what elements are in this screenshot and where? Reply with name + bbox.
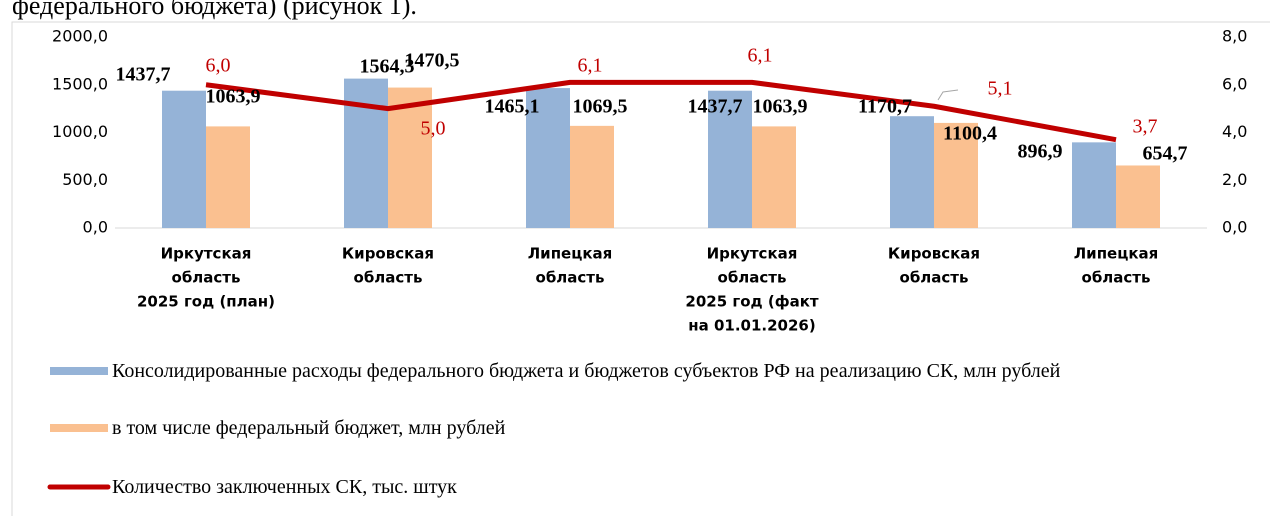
y-tick-label: 2000,0 <box>52 27 108 46</box>
y-tick-label: 1500,0 <box>52 74 108 93</box>
data-label: 1437,7 <box>688 96 743 118</box>
bar <box>526 88 570 228</box>
legend-label: Консолидированные расходы федерального б… <box>112 360 1061 382</box>
data-label: 1465,1 <box>485 96 540 118</box>
legend-marker <box>50 424 108 432</box>
y2-tick-label: 2,0 <box>1222 170 1247 189</box>
x-tick-label: область <box>1082 269 1151 287</box>
legend-marker <box>50 367 108 375</box>
x-tick-label: Липецкая <box>528 245 613 263</box>
bar <box>1072 142 1116 228</box>
x-tick-label: 2025 год (план) <box>137 293 275 311</box>
x-tick-label: Липецкая <box>1074 245 1159 263</box>
x-tick-label: Иркутская <box>707 245 798 263</box>
bar <box>344 78 388 229</box>
bar <box>162 90 206 229</box>
bar <box>570 125 614 228</box>
chart-border <box>11 21 1270 516</box>
x-tick-label: Кировская <box>888 245 980 263</box>
x-tick-label: область <box>900 269 969 287</box>
bar <box>890 116 934 228</box>
line <box>205 79 1117 143</box>
bar <box>206 126 250 228</box>
y2-tick-label: 8,0 <box>1222 27 1247 46</box>
y2-tick-label: 4,0 <box>1222 122 1247 141</box>
data-label: 1470,5 <box>405 50 460 72</box>
legend-label: Количество заключенных СК, тыс. штук <box>112 476 457 498</box>
x-tick-label: 2025 год (факт <box>685 293 818 311</box>
data-label: 1437,7 <box>116 64 171 86</box>
data-label: 1100,4 <box>943 123 997 145</box>
page-text: федерального бюджета) (рисунок 1). <box>12 0 417 20</box>
y-tick-label: 0,0 <box>83 218 108 237</box>
data-label: 1063,9 <box>206 86 261 108</box>
y2-tick-label: 0,0 <box>1222 218 1247 237</box>
x-tick-label: Иркутская <box>161 245 252 263</box>
bar <box>1116 165 1160 228</box>
x-tick-label: область <box>172 269 241 287</box>
x-tick-label: область <box>536 269 605 287</box>
bar <box>752 126 796 228</box>
bar <box>708 90 752 229</box>
x-tick-label: область <box>718 269 787 287</box>
line-label: 6,1 <box>578 55 603 77</box>
legend-label: в том числе федеральный бюджет, млн рубл… <box>112 417 506 439</box>
line-label: 3,7 <box>1133 116 1158 138</box>
data-label: 654,7 <box>1143 143 1188 165</box>
line-label: 5,0 <box>421 118 446 140</box>
data-label: 1564,3 <box>360 56 415 78</box>
data-label: 1069,5 <box>573 96 628 118</box>
x-tick-label: на 01.01.2026) <box>688 317 815 335</box>
x-tick-label: Кировская <box>342 245 434 263</box>
line-label: 6,0 <box>206 55 231 77</box>
y2-tick-label: 6,0 <box>1222 74 1247 93</box>
line-label: 6,1 <box>748 45 773 67</box>
label-leader <box>937 89 959 101</box>
bar <box>388 87 432 228</box>
data-label: 896,9 <box>1018 141 1063 163</box>
data-label: 1170,7 <box>858 96 912 118</box>
y-tick-label: 500,0 <box>62 170 108 189</box>
y-tick-label: 1000,0 <box>52 122 108 141</box>
bar <box>934 122 978 228</box>
data-label: 1063,9 <box>753 96 808 118</box>
x-tick-label: область <box>354 269 423 287</box>
line-label: 5,1 <box>988 78 1013 100</box>
